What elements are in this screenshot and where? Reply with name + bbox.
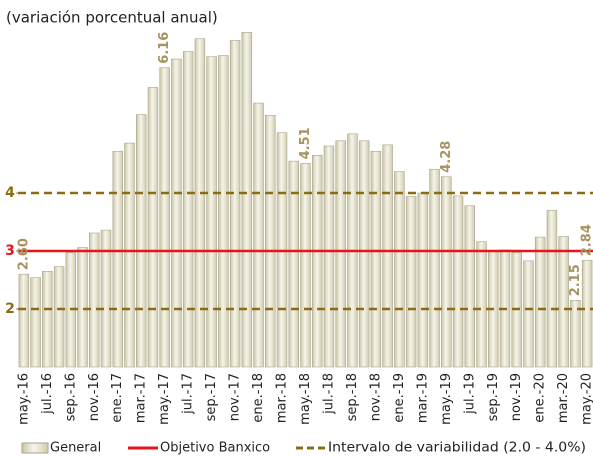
bar <box>135 114 147 368</box>
bar <box>265 114 276 368</box>
bar <box>241 32 253 368</box>
x-tick-label: jul.-17 <box>181 373 196 415</box>
value-label: 2.60 <box>16 238 31 270</box>
legend-label: Objetivo Banxico <box>160 441 270 456</box>
bar <box>124 142 135 368</box>
bar <box>100 229 112 368</box>
bar <box>194 38 206 368</box>
bar <box>300 163 311 368</box>
bar <box>581 259 593 368</box>
bar <box>53 266 65 368</box>
x-tick-label: nov.-18 <box>368 373 383 421</box>
x-tick-label: may.-19 <box>439 373 454 425</box>
chart-subtitle: (variación porcentual anual) <box>6 9 218 27</box>
x-tick-label: mar.-19 <box>415 373 430 423</box>
x-tick-label: sep.-16 <box>63 373 78 421</box>
bar <box>312 155 323 368</box>
x-tick-label: nov.-19 <box>509 373 524 421</box>
bar <box>441 176 452 368</box>
x-tick-label: ene.-19 <box>392 373 407 423</box>
x-tick-label: mar.-20 <box>556 373 571 423</box>
bar <box>288 160 299 368</box>
x-tick-label: jul.-16 <box>40 373 55 415</box>
value-label: 4.51 <box>298 127 313 159</box>
bar <box>77 247 88 368</box>
value-label: 6.16 <box>157 32 172 64</box>
bar <box>182 51 194 368</box>
bar <box>382 144 393 368</box>
x-tick-label: may.-18 <box>298 373 313 425</box>
bar <box>452 195 464 368</box>
bar <box>229 40 241 368</box>
bar <box>112 150 123 368</box>
bar <box>30 277 41 368</box>
x-tick-label: may.-16 <box>16 373 31 425</box>
x-tick-label: nov.-17 <box>228 373 243 421</box>
bar <box>89 232 100 368</box>
bar <box>429 168 440 368</box>
x-tick-label: sep.-17 <box>204 373 219 421</box>
x-tick-label: jul.-18 <box>321 373 336 415</box>
bar <box>534 236 546 368</box>
bar <box>159 67 170 368</box>
bar <box>546 210 558 368</box>
bar <box>476 241 487 368</box>
bar <box>464 205 476 368</box>
x-tick-label: mar.-17 <box>134 373 149 423</box>
value-label: 2.84 <box>580 224 593 256</box>
value-label: 4.28 <box>439 141 454 173</box>
bar <box>323 145 335 368</box>
bar <box>405 196 417 368</box>
x-tick-label: ene.-20 <box>533 373 548 423</box>
x-tick-label: may.-20 <box>580 373 593 425</box>
x-tick-label: jul.-19 <box>462 373 477 415</box>
bar <box>171 58 182 368</box>
value-label: 2.15 <box>568 264 583 296</box>
legend-swatch <box>21 442 49 454</box>
x-tick-label: nov.-16 <box>87 373 102 421</box>
bar <box>358 140 370 368</box>
bar <box>570 299 581 368</box>
bar <box>523 260 534 368</box>
bar <box>206 56 217 368</box>
x-tick-label: ene.-17 <box>110 373 125 423</box>
bar <box>42 270 53 368</box>
x-tick-label: mar.-18 <box>275 373 290 423</box>
bar <box>218 55 229 368</box>
x-tick-label: may.-17 <box>157 373 172 425</box>
y-tick-label: 3 <box>5 243 15 259</box>
bar <box>370 150 382 368</box>
bar <box>335 140 346 368</box>
x-tick-label: sep.-19 <box>486 373 501 421</box>
x-tick-label: sep.-18 <box>345 373 360 421</box>
bar <box>394 171 405 368</box>
bar <box>558 236 569 368</box>
bar <box>18 273 30 368</box>
legend-label: General <box>50 441 101 456</box>
legend-label: Intervalo de variabilidad (2.0 - 4.0%) <box>328 441 586 456</box>
bar <box>417 192 429 368</box>
y-tick-label: 4 <box>5 185 15 201</box>
x-tick-label: ene.-18 <box>251 373 266 423</box>
bar <box>253 102 264 368</box>
y-tick-label: 2 <box>5 301 15 317</box>
bar <box>147 87 159 368</box>
